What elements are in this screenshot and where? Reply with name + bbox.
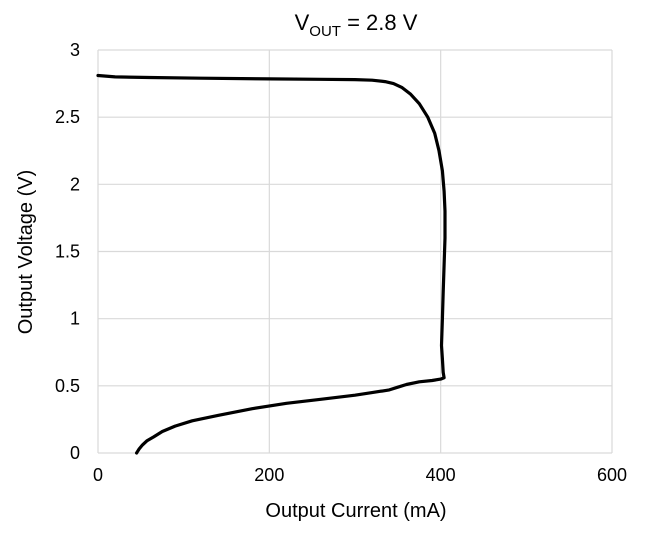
x-tick-label: 600	[597, 465, 627, 485]
series-layer	[96, 73, 447, 455]
series-line	[96, 73, 447, 455]
chart-title-main: V	[295, 10, 310, 35]
y-tick-label: 1.5	[55, 242, 80, 262]
y-axis-title: Output Voltage (V)	[15, 170, 37, 335]
chart-title: VOUT = 2.8 V	[295, 10, 418, 40]
chart-title-rest: = 2.8 V	[341, 10, 418, 35]
x-axis-title: Output Current (mA)	[265, 500, 446, 522]
x-tick-label: 0	[93, 465, 103, 485]
y-tick-label: 1	[70, 309, 80, 329]
y-tick-label: 0.5	[55, 376, 80, 396]
y-tick-label: 0	[70, 443, 80, 463]
y-tick-label: 2	[70, 174, 80, 194]
y-tick-label: 2.5	[55, 107, 80, 127]
tick-layer: 0 0.5 1 1.5 2 2.5 3 0 200 400 600	[55, 40, 627, 485]
x-tick-label: 400	[426, 465, 456, 485]
chart-title-subscript: OUT	[309, 23, 341, 40]
x-tick-label: 200	[254, 465, 284, 485]
y-tick-label: 3	[70, 40, 80, 60]
grid-layer	[97, 49, 613, 454]
